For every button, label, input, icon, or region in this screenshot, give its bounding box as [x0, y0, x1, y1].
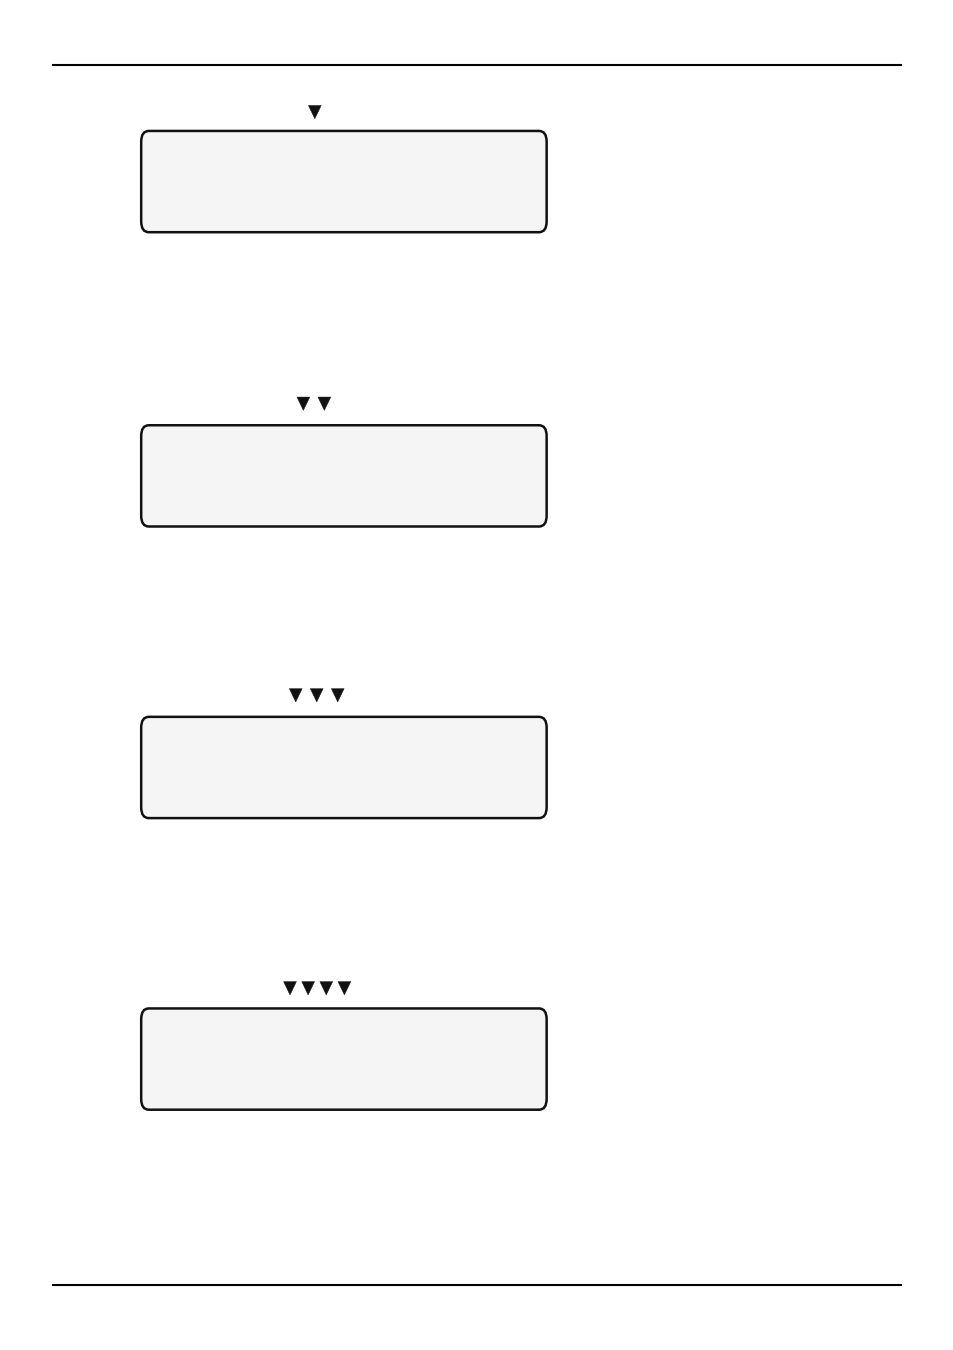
- Polygon shape: [337, 981, 351, 995]
- FancyBboxPatch shape: [141, 717, 546, 818]
- Polygon shape: [308, 105, 321, 119]
- FancyBboxPatch shape: [141, 425, 546, 526]
- Polygon shape: [331, 688, 344, 702]
- FancyBboxPatch shape: [141, 131, 546, 232]
- Polygon shape: [296, 397, 310, 410]
- Polygon shape: [301, 981, 314, 995]
- Polygon shape: [317, 397, 331, 410]
- FancyBboxPatch shape: [141, 1008, 546, 1110]
- Polygon shape: [283, 981, 296, 995]
- Polygon shape: [289, 688, 302, 702]
- Polygon shape: [310, 688, 323, 702]
- Polygon shape: [319, 981, 333, 995]
